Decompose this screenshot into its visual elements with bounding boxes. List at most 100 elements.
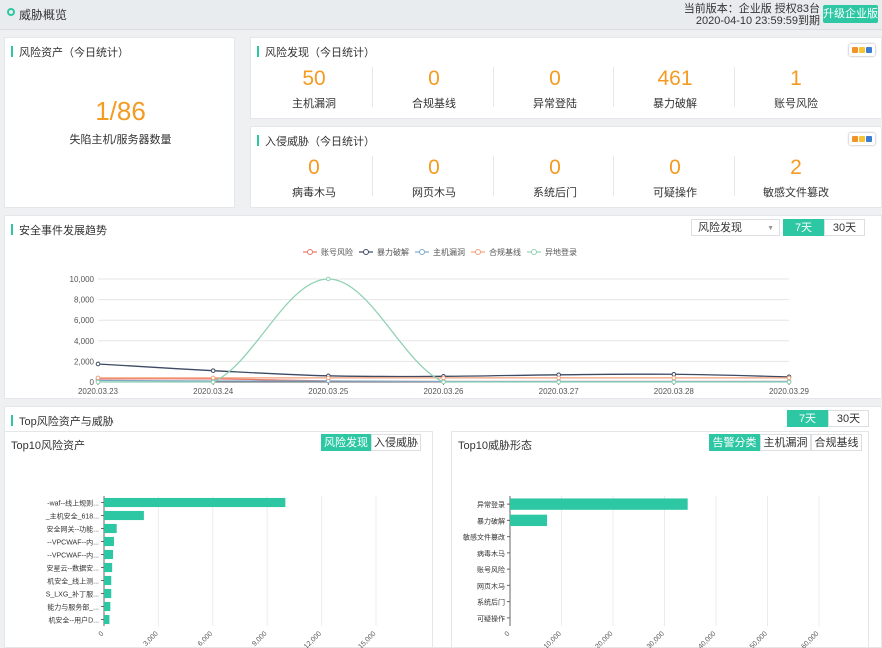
- point-合规基线: [556, 375, 561, 381]
- x-tick-label: 2020.03.27: [539, 387, 580, 396]
- risk-assets-value: 1/86: [95, 96, 146, 126]
- point-异地登录: [95, 379, 101, 385]
- top10-assets-panel: Top10风险资产 风险发现 入侵威胁: [4, 431, 433, 648]
- trend-7day-button[interactable]: 7天: [783, 219, 824, 236]
- x-tick-label: 40,000: [697, 630, 717, 648]
- x-tick-label: 2020.03.23: [78, 387, 119, 396]
- y-tick-label: 4,000: [74, 337, 95, 346]
- x-tick-label: 12,000: [303, 630, 323, 648]
- y-tick-label: 2,000: [74, 357, 95, 366]
- bar: [104, 523, 117, 534]
- category-label: --VPCWAF--内...: [47, 551, 99, 560]
- bar: [510, 498, 688, 510]
- top10-30day-button[interactable]: 30天: [828, 410, 869, 427]
- risk-assets-card: 风险资产（今日统计） 1/86 失陷主机/服务器数量: [4, 37, 235, 208]
- top10-assets-bar-chart: 0 3,000 6,000 9,000 12,000 15,000 -waf--线上规则..…: [45, 496, 377, 648]
- tab-alert-category[interactable]: 告警分类: [709, 434, 760, 451]
- category-label: 病毒木马: [477, 549, 505, 558]
- point-合规基线: [210, 375, 216, 381]
- stat-account-risk[interactable]: 1 账号风险: [774, 67, 818, 110]
- category-label: 账号风险: [477, 565, 505, 574]
- point-异地登录: [671, 379, 677, 385]
- category-label: 异常登录: [477, 500, 505, 509]
- category-label: 机安全_线上测...: [47, 577, 99, 586]
- point-暴力破解: [95, 361, 101, 367]
- category-label: 网页木马: [477, 581, 505, 590]
- x-tick-label: 6,000: [197, 630, 214, 647]
- stat-file-tamper[interactable]: 2 敏感文件篡改: [763, 156, 829, 199]
- bar: [104, 497, 286, 508]
- intrusion-title: 入侵威胁（今日统计）: [257, 133, 375, 149]
- bar: [104, 601, 111, 612]
- stat-host-vuln[interactable]: 50 主机漏洞: [292, 67, 336, 110]
- x-tick-label: 2020.03.25: [308, 387, 349, 396]
- upgrade-button[interactable]: 升级企业版: [823, 5, 878, 23]
- category-label: -waf--线上规则...: [47, 499, 99, 508]
- tab-intrusion[interactable]: 入侵威胁: [371, 434, 421, 451]
- category-label: 能力与服务部_...: [47, 603, 99, 612]
- category-label: 系统后门: [477, 598, 505, 607]
- top10-7day-button[interactable]: 7天: [787, 410, 828, 427]
- brand-icon: [7, 8, 15, 16]
- chevron-down-icon: ▼: [767, 225, 774, 232]
- x-tick-label: 0: [98, 630, 106, 638]
- point-暴力破解: [210, 368, 216, 373]
- stat-abnormal-login[interactable]: 0 异常登陆: [533, 67, 577, 110]
- category-label: 敏感文件篡改: [463, 533, 505, 542]
- color-dots-icon[interactable]: [849, 44, 875, 56]
- legend-暴力破解: 暴力破解: [377, 247, 409, 257]
- trend-title: 安全事件发展趋势: [11, 222, 107, 238]
- point-异地登录: [556, 379, 561, 385]
- stat-webshell[interactable]: 0 网页木马: [412, 156, 456, 199]
- point-合规基线: [441, 375, 446, 381]
- point-合规基线: [326, 375, 331, 381]
- trend-card: 安全事件发展趋势 风险发现 ▼ 7天 30天: [4, 215, 882, 399]
- point-暴力破解: [671, 371, 677, 377]
- bar: [104, 614, 110, 625]
- x-tick-label: 2020.03.26: [423, 387, 464, 396]
- legend-账号风险: 账号风险: [321, 247, 353, 257]
- intrusion-card: 入侵威胁（今日统计） 0 病毒木马 0 网页木马 0 系统后门 0 可疑操作 2 敏感文件…: [250, 126, 882, 208]
- category-label: _主机安全_618...: [45, 512, 99, 521]
- legend-合规基线: 合规基线: [489, 247, 521, 257]
- stat-backdoor[interactable]: 0 系统后门: [533, 156, 577, 199]
- license-info: 当前版本：企业版 授权83台 2020-04-10 23:59:59到期: [684, 3, 820, 27]
- legend-marker: [363, 249, 369, 255]
- bar: [104, 549, 114, 560]
- stat-virus[interactable]: 0 病毒木马: [292, 156, 336, 199]
- top10-title: Top风险资产与威胁: [11, 413, 114, 429]
- x-tick-label: 0: [504, 630, 512, 638]
- point-异地登录: [441, 379, 446, 385]
- risk-assets-title: 风险资产（今日统计）: [11, 44, 129, 60]
- top10-threats-title: Top10威胁形态: [458, 440, 532, 452]
- x-tick-label: 2020.03.29: [769, 387, 810, 396]
- x-tick-label: 2020.03.28: [654, 387, 695, 396]
- color-dots-icon[interactable]: [849, 133, 875, 145]
- tab-risk-discovery[interactable]: 风险发现: [321, 434, 371, 451]
- y-tick-label: 6,000: [74, 316, 95, 325]
- tab-compliance[interactable]: 合规基线: [811, 434, 862, 451]
- category-label: 机安全--用户D...: [48, 616, 99, 625]
- stat-brute-force[interactable]: 461 暴力破解: [653, 67, 697, 110]
- legend-marker: [307, 249, 313, 255]
- category-label: S_LXG_补丁服...: [46, 590, 99, 599]
- category-label: 可疑操作: [477, 614, 505, 623]
- bar: [104, 588, 112, 599]
- bar: [104, 562, 113, 573]
- legend-异地登录: 异地登录: [545, 247, 577, 257]
- stat-suspicious-op[interactable]: 0 可疑操作: [653, 156, 697, 199]
- bar: [104, 510, 144, 521]
- tab-host-vuln[interactable]: 主机漏洞: [760, 434, 811, 451]
- bar: [104, 536, 114, 547]
- trend-30day-button[interactable]: 30天: [824, 219, 865, 236]
- category-label: 暴力破解: [477, 516, 505, 525]
- point-异地登录: [210, 379, 216, 385]
- x-tick-label: 30,000: [646, 630, 666, 648]
- risk-discovery-stats: 50 主机漏洞 0 合规基线 0 异常登陆 461 暴力破解 1 账号风险: [251, 67, 882, 112]
- point-异地登录: [326, 276, 331, 282]
- trend-type-select[interactable]: 风险发现 ▼: [691, 219, 780, 236]
- trend-line-chart: 0 2,000 4,000 6,000 8,000 10,000 2020.03.23 202…: [70, 247, 810, 396]
- risk-discovery-title: 风险发现（今日统计）: [257, 44, 375, 60]
- stat-compliance[interactable]: 0 合规基线: [412, 67, 456, 110]
